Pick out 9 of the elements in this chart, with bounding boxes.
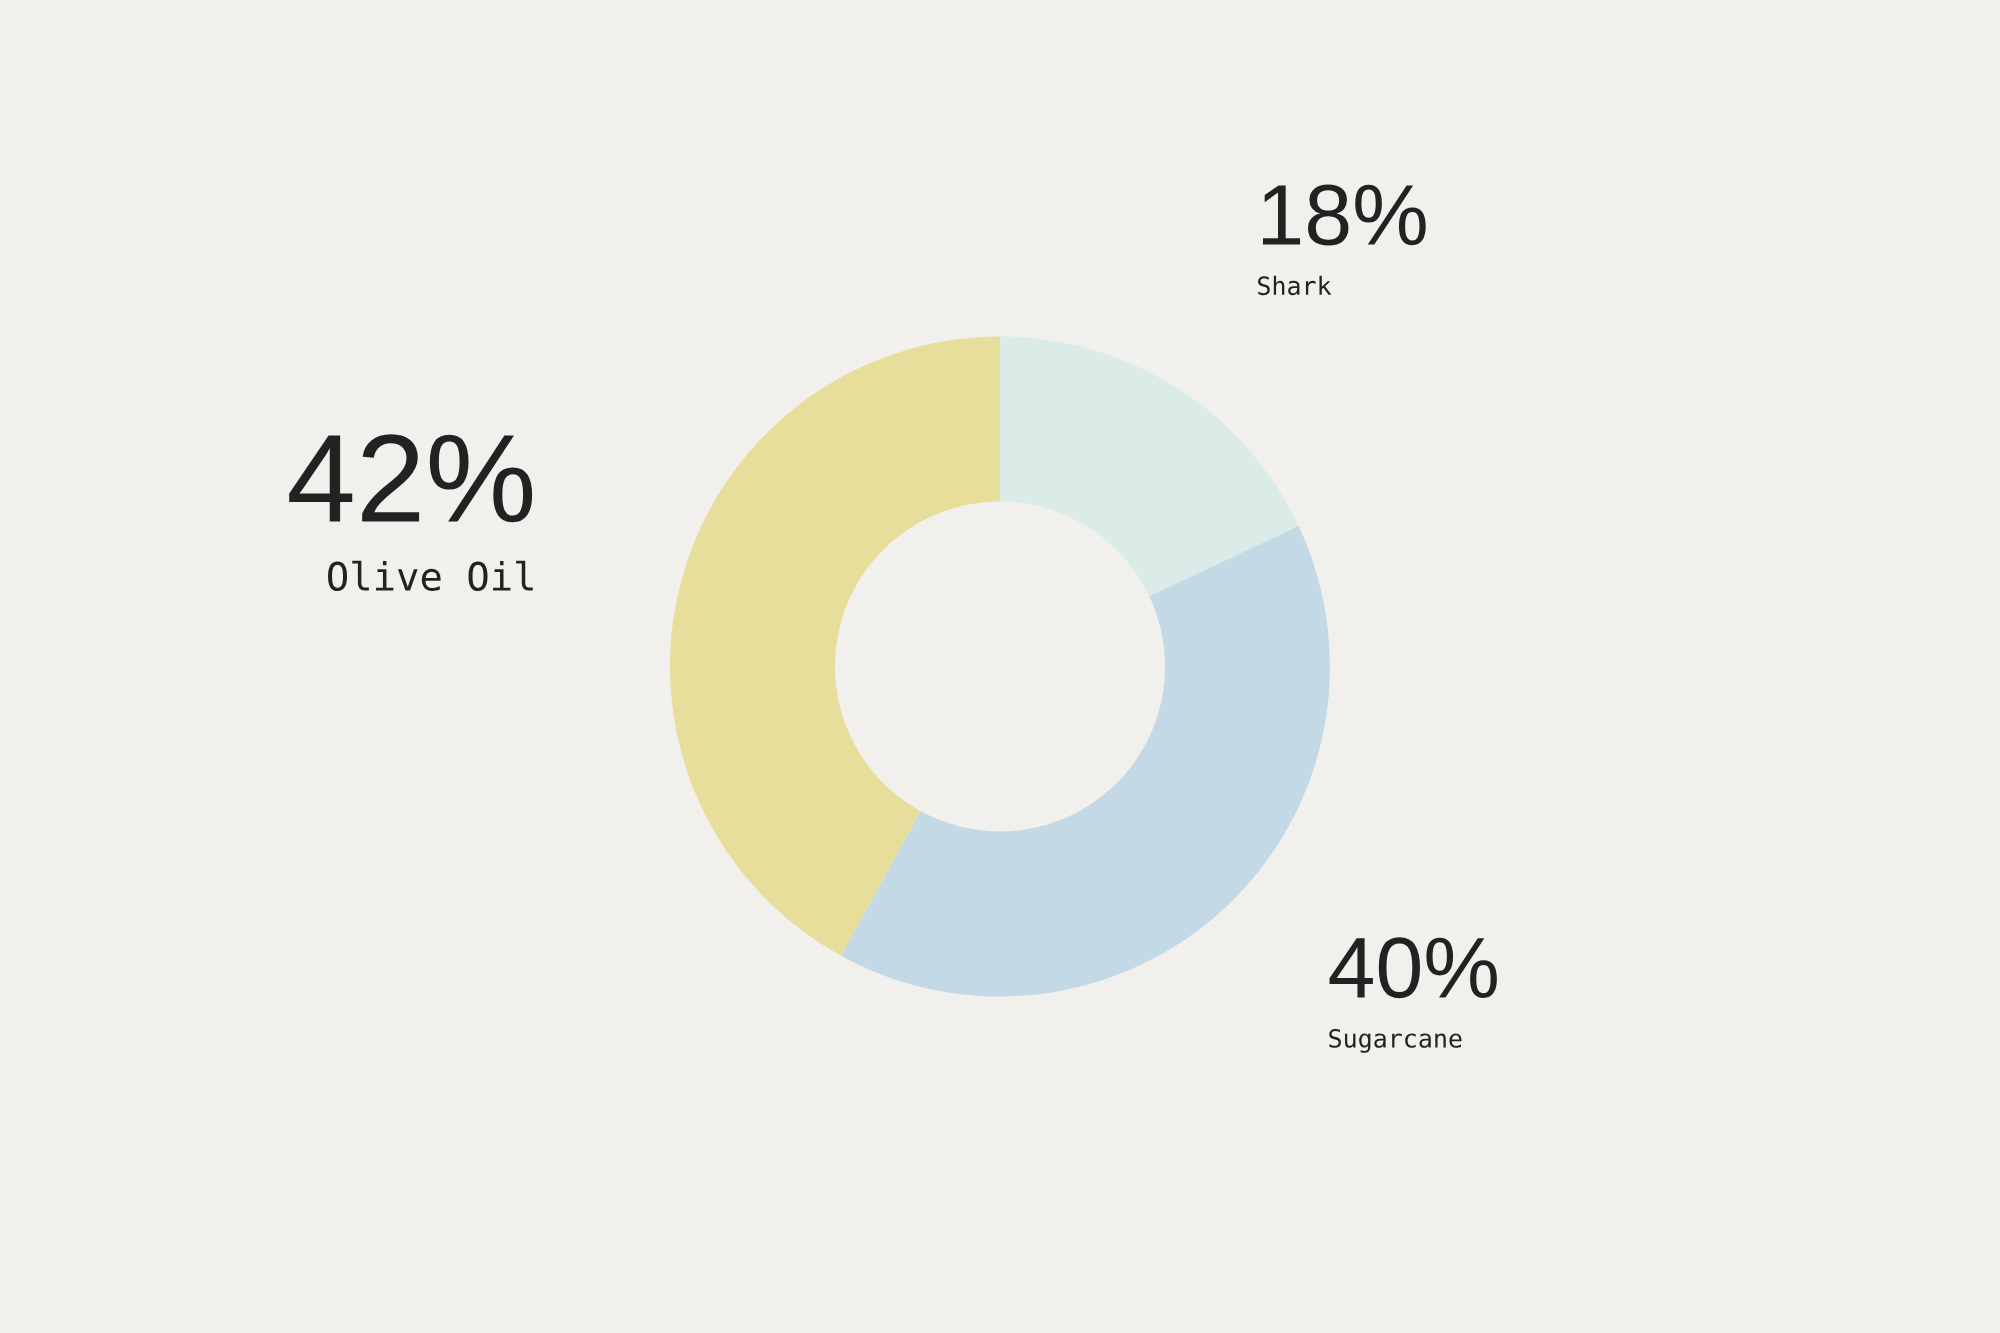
data-label: 18% [1262,184,1426,246]
data-label: 42% [289,434,533,523]
donut-slice [1000,336,1299,597]
donut-slice [841,525,1330,997]
slice-label: Shark [1258,275,1332,296]
data-label: 40% [1329,937,1497,999]
slice-label: Sugarcane [1329,1028,1462,1053]
donut-slice [670,336,1000,956]
slice-label: Olive Oil [328,560,533,592]
